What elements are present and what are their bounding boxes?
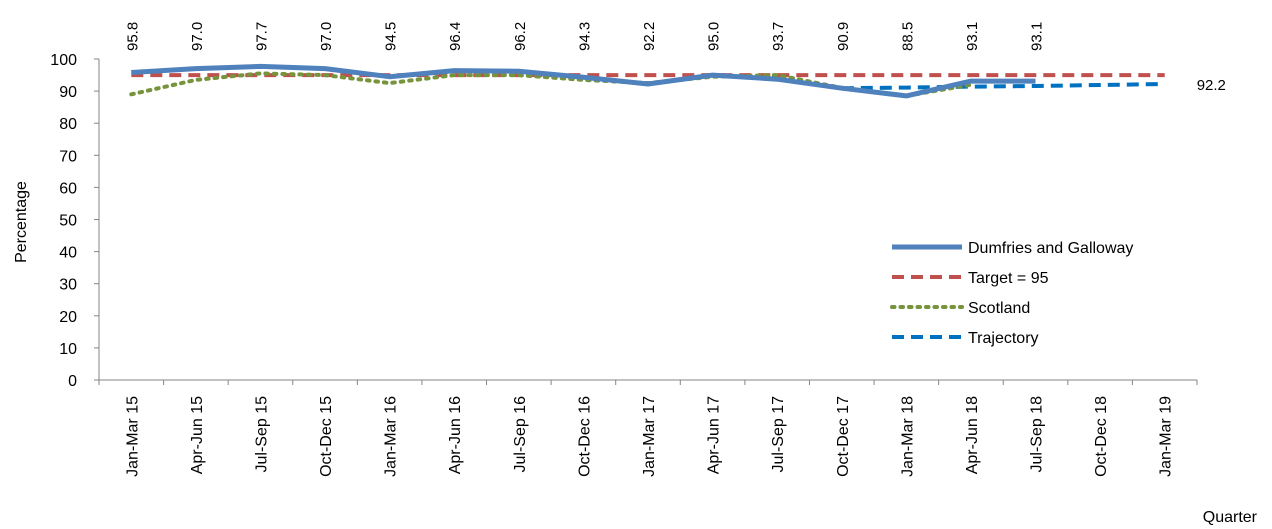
series-line-dumfries-and-galloway [131, 63, 1036, 99]
data-label: 94.3 [576, 22, 593, 51]
x-tick-label: Oct-Dec 16 [576, 396, 593, 477]
x-tick-label: Jul-Sep 18 [1029, 396, 1046, 473]
x-axis-label: Quarter [1203, 509, 1258, 526]
data-label: 96.4 [447, 22, 464, 51]
data-label: 94.5 [383, 22, 400, 51]
legend: Dumfries and Galloway Target = 95 Scotland… [890, 240, 1133, 347]
x-tick-label: Apr-Jun 18 [964, 396, 981, 474]
y-tick-label: 20 [59, 309, 77, 326]
data-label: 96.2 [512, 22, 529, 51]
data-label: 95.8 [124, 22, 141, 51]
x-tick-label: Jan-Mar 19 [1158, 396, 1175, 477]
x-tick-label: Jul-Sep 17 [770, 396, 787, 473]
data-label: 88.5 [899, 22, 916, 51]
axes: 0 10 20 30 40 50 60 70 80 90 100 Jan-Mar 15 Apr-Jun … [50, 52, 1198, 477]
y-tick-label: 50 [59, 213, 77, 230]
y-axis-label: Percentage [13, 181, 30, 263]
x-tick-label: Jul-Sep 15 [253, 396, 270, 473]
x-tick-label: Oct-Dec 17 [835, 396, 852, 477]
y-tick-label: 10 [59, 341, 77, 358]
legend-entry: Target = 95 [968, 270, 1049, 287]
y-tick-label: 60 [59, 180, 77, 197]
y-tick-label: 80 [59, 116, 77, 133]
x-tick-label: Apr-Jun 16 [447, 396, 464, 474]
data-label: 93.7 [770, 22, 787, 51]
data-label: 97.7 [253, 22, 270, 51]
data-label: 93.1 [1029, 22, 1046, 51]
data-label: 95.0 [706, 22, 723, 51]
y-tick-label: 90 [59, 84, 77, 101]
x-tick-label: Jan-Mar 18 [899, 396, 916, 477]
x-tick-label: Jan-Mar 16 [383, 396, 400, 477]
y-tick-label: 0 [68, 373, 77, 390]
x-tick-label: Oct-Dec 18 [1093, 396, 1110, 477]
data-label: 90.9 [835, 22, 852, 51]
data-label: 92.2 [641, 22, 658, 51]
x-tick-label: Apr-Jun 15 [189, 396, 206, 474]
legend-entry: Dumfries and Galloway [968, 240, 1133, 257]
x-tick-label: Jan-Mar 17 [641, 396, 658, 477]
series-line-trajectory [841, 82, 1165, 91]
x-tick-label: Oct-Dec 15 [318, 396, 335, 477]
data-label: 97.0 [318, 22, 335, 51]
y-tick-label: 70 [59, 148, 77, 165]
data-label: 97.0 [189, 22, 206, 51]
y-tick-label: 40 [59, 245, 77, 262]
legend-entry: Trajectory [968, 330, 1039, 347]
x-tick-label: Jan-Mar 15 [124, 396, 141, 477]
trajectory-end-label: 92.2 [1197, 77, 1226, 94]
y-tick-label: 30 [59, 277, 77, 294]
data-label: 93.1 [964, 22, 981, 51]
x-tick-label: Apr-Jun 17 [706, 396, 723, 474]
y-tick-label: 100 [50, 52, 77, 69]
x-tick-label: Jul-Sep 16 [512, 396, 529, 473]
series-layer [129, 63, 1165, 99]
legend-entry: Scotland [968, 300, 1030, 317]
data-labels: 95.8 97.0 97.7 97.0 94.5 96.4 96.2 94.3 92.2 95.0… [124, 22, 1226, 94]
